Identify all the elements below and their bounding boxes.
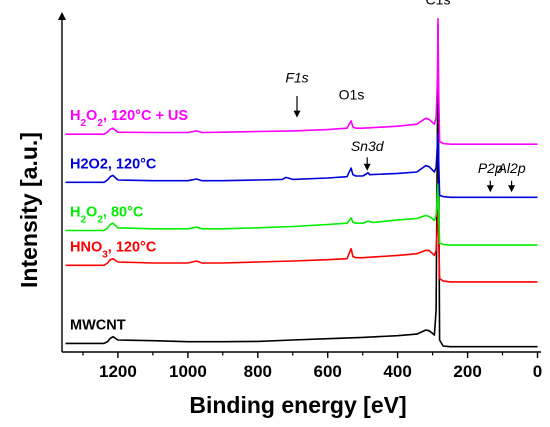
peak-label-2: F1s	[285, 70, 308, 86]
y-axis-title: Intensity [a.u.]	[16, 132, 42, 288]
x-tick-label-3: 600	[314, 362, 342, 381]
peak-arrow-head-2	[293, 110, 301, 118]
x-tick-label-0: 1200	[99, 362, 137, 381]
series-label-2: H2O2, 80°C	[70, 205, 144, 226]
peak-label-0: C1s	[426, 0, 451, 8]
x-tick-label-2: 800	[244, 362, 272, 381]
series-line-4	[65, 17, 538, 145]
series-line-1	[65, 209, 538, 283]
series-line-3	[65, 133, 538, 199]
peak-arrow-head-4	[486, 185, 494, 193]
peak-arrow-head-3	[363, 163, 371, 171]
axes: 1200 1000 800 600 400 200 0	[58, 12, 542, 381]
series-label-1: HNO3, 120°C	[70, 239, 157, 259]
x-tick-label-6: 0	[533, 362, 542, 381]
series-label-0: MWCNT	[70, 317, 126, 333]
peak-label-5: Al2p	[497, 160, 526, 176]
series-layer	[65, 17, 538, 348]
peak-label-4: P2p	[478, 160, 503, 176]
series-label-3: H2O2, 120°C	[70, 156, 157, 172]
series-line-2	[65, 183, 538, 246]
peak-label-1: O1s	[339, 86, 365, 102]
x-axis-title: Binding energy [eV]	[189, 392, 406, 418]
x-tick-label-5: 200	[453, 362, 481, 381]
series-label-layer: MWCNT HNO3, 120°C H2O2, 80°C H2O2, 120°C H2O…	[70, 108, 188, 333]
x-tick-label-1: 1000	[169, 362, 207, 381]
series-line-0	[65, 23, 538, 348]
peak-arrow-head-5	[508, 185, 516, 193]
series-label-4: H2O2, 120°C + US	[70, 108, 188, 129]
x-tick-label-4: 400	[383, 362, 411, 381]
y-axis-arrowhead	[58, 12, 66, 20]
peak-label-3: Sn3d	[351, 138, 385, 154]
